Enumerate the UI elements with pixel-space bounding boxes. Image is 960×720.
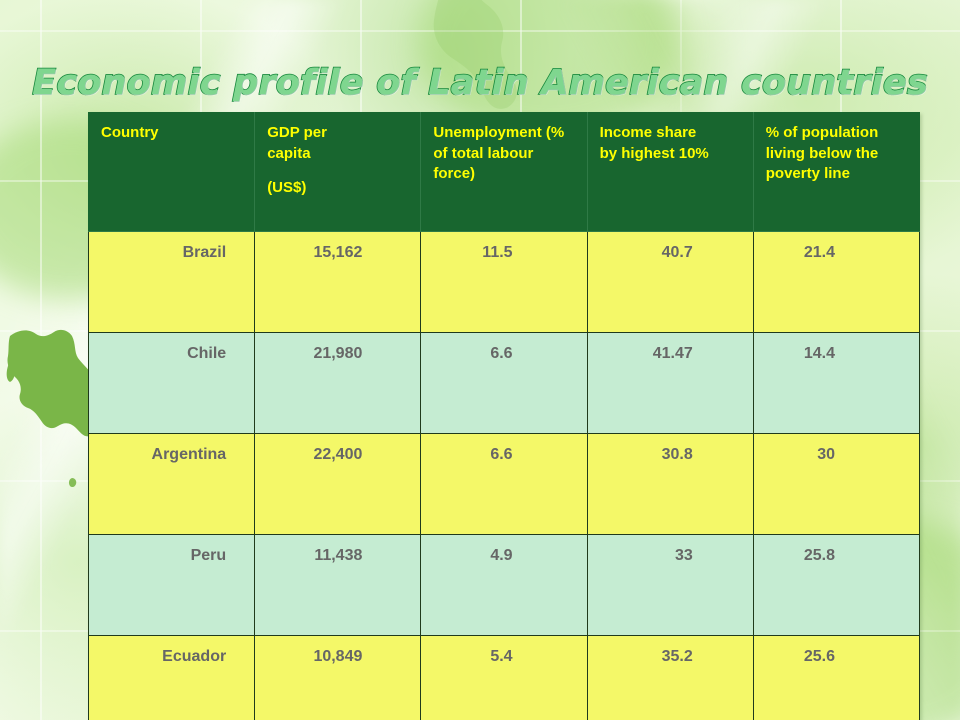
column-header-line1: GDP per (267, 124, 327, 141)
table-row: Brazil 15,162 11.5 40.7 21.4 (87, 231, 921, 333)
column-header-line2: living below the (765, 144, 879, 162)
cell-country: Ecuador (87, 635, 256, 720)
cell-gdp-per-capita: 22,400 (254, 433, 422, 535)
cell-unemployment: 4.9 (420, 534, 588, 636)
cell-unemployment: 6.6 (420, 332, 588, 434)
column-header-country: Country (87, 112, 256, 232)
cell-below-poverty-line: 14.4 (752, 332, 921, 434)
column-header-spacer (267, 164, 408, 178)
table-header-row: Country GDP per capita (US$) Unemploymen… (87, 112, 921, 232)
table-row: Argentina 22,400 6.6 30.8 30 (87, 433, 921, 535)
cell-below-poverty-line: 21.4 (752, 231, 921, 333)
column-header-line3: poverty line (765, 165, 850, 183)
cell-income-share: 40.7 (586, 231, 754, 333)
cell-gdp-per-capita: 10,849 (254, 635, 422, 720)
table-row: Ecuador 10,849 5.4 35.2 25.6 (87, 635, 921, 720)
column-header-line1: Country (101, 124, 159, 141)
cell-country: Argentina (87, 433, 256, 535)
column-header-line2: of total labour (433, 144, 534, 162)
economic-profile-table: Country GDP per capita (US$) Unemploymen… (87, 112, 921, 720)
cell-income-share: 33 (586, 534, 754, 636)
cell-income-share: 41.47 (586, 332, 754, 434)
column-header-line1: Income share (599, 124, 697, 141)
table-row: Peru 11,438 4.9 33 25.8 (87, 534, 921, 636)
column-header-unemployment: Unemployment (% of total labour force) (420, 112, 588, 232)
cell-gdp-per-capita: 11,438 (254, 534, 422, 636)
cell-gdp-per-capita: 21,980 (254, 332, 422, 434)
column-header-line1: % of population (765, 124, 879, 141)
column-header-income-share: Income share by highest 10% (586, 112, 754, 232)
cell-below-poverty-line: 30 (752, 433, 921, 535)
cell-country: Brazil (87, 231, 256, 333)
cell-income-share: 30.8 (586, 433, 754, 535)
cell-below-poverty-line: 25.8 (752, 534, 921, 636)
column-header-line3: (US$) (267, 179, 307, 197)
cell-country: Chile (87, 332, 256, 434)
column-header-poverty-line: % of population living below the poverty… (752, 112, 921, 232)
cell-unemployment: 5.4 (420, 635, 588, 720)
page-title: Economic profile of Latin American count… (31, 63, 928, 105)
table-body: Brazil 15,162 11.5 40.7 21.4 Chile 21,98… (87, 231, 921, 720)
column-header-line3: force) (433, 165, 476, 183)
cell-unemployment: 6.6 (420, 433, 588, 535)
table-row: Chile 21,980 6.6 41.47 14.4 (87, 332, 921, 434)
column-header-line2: capita (267, 144, 311, 162)
column-header-line1: Unemployment (% (433, 124, 565, 141)
table-header: Country GDP per capita (US$) Unemploymen… (87, 112, 921, 232)
cell-below-poverty-line: 25.6 (752, 635, 921, 720)
cell-country: Peru (87, 534, 256, 636)
column-header-line2: by highest 10% (599, 144, 709, 162)
cell-income-share: 35.2 (586, 635, 754, 720)
cell-gdp-per-capita: 15,162 (254, 231, 422, 333)
column-header-gdp-per-capita: GDP per capita (US$) (254, 112, 422, 232)
cell-unemployment: 11.5 (420, 231, 588, 333)
